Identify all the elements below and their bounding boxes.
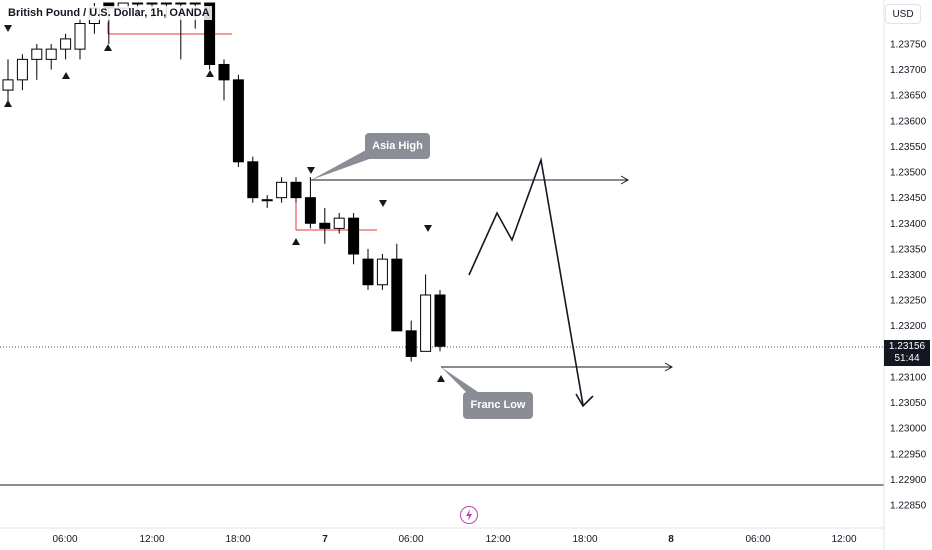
bar-countdown: 51:44 bbox=[894, 353, 920, 364]
asia-high-callout[interactable]: Asia High bbox=[365, 133, 430, 159]
candle-body bbox=[391, 258, 403, 332]
time-tick-label: 12:00 bbox=[139, 534, 164, 545]
time-tick-label: 06:00 bbox=[398, 534, 423, 545]
price-tick-label: 1.23550 bbox=[890, 142, 927, 153]
candle-body bbox=[16, 58, 28, 81]
arrow-head-icon bbox=[620, 175, 630, 185]
time-tick-label: 18:00 bbox=[225, 534, 250, 545]
time-tick-label: 06:00 bbox=[745, 534, 770, 545]
time-tick-label: 7 bbox=[322, 534, 328, 545]
swing-high-marker bbox=[4, 25, 12, 32]
time-tick-label: 12:00 bbox=[485, 534, 510, 545]
candle-body bbox=[74, 23, 86, 50]
candle-body bbox=[218, 63, 230, 81]
candle-body bbox=[175, 2, 187, 5]
candle-body bbox=[31, 48, 43, 60]
candle-series bbox=[2, 2, 446, 362]
price-tick-label: 1.23450 bbox=[890, 193, 927, 204]
price-tick-label: 1.23600 bbox=[890, 116, 927, 127]
price-tick-label: 1.23700 bbox=[890, 65, 927, 76]
callout-pointer bbox=[311, 150, 372, 180]
candle-body bbox=[60, 38, 72, 50]
price-tick-label: 1.23500 bbox=[890, 168, 927, 179]
swing-low-marker bbox=[104, 44, 112, 51]
candle-body bbox=[362, 258, 374, 286]
candle-body bbox=[261, 199, 273, 202]
swing-high-marker bbox=[307, 167, 315, 174]
candle-body bbox=[160, 2, 172, 5]
last-price-value: 1.23156 bbox=[888, 341, 926, 352]
arrow-head-icon bbox=[664, 362, 674, 372]
price-tick-label: 1.23050 bbox=[890, 398, 927, 409]
price-tick-label: 1.22850 bbox=[890, 501, 927, 512]
candle-body bbox=[304, 197, 316, 224]
candle-body bbox=[232, 79, 244, 163]
candle-body bbox=[2, 79, 14, 91]
price-tick-label: 1.22900 bbox=[890, 475, 927, 486]
price-tick-label: 1.23400 bbox=[890, 219, 927, 230]
lightning-icon[interactable] bbox=[460, 506, 478, 524]
franc-low-callout[interactable]: Franc Low bbox=[463, 392, 533, 419]
swing-low-marker bbox=[62, 72, 70, 79]
candle-body bbox=[45, 48, 57, 60]
projected-path bbox=[468, 156, 584, 406]
candle-body bbox=[405, 330, 417, 357]
swing-low-marker bbox=[292, 238, 300, 245]
price-axis[interactable]: 1.23750 1.23700 1.23650 1.23600 1.23550 1.235… bbox=[890, 40, 927, 512]
swing-markers bbox=[4, 25, 445, 382]
price-tick-label: 1.23750 bbox=[890, 40, 927, 51]
swing-low-marker bbox=[206, 70, 214, 77]
candle-body bbox=[376, 258, 388, 286]
candle-body bbox=[290, 181, 302, 199]
last-price-tag: 1.23156 51:44 bbox=[884, 340, 930, 366]
time-tick-label: 8 bbox=[668, 534, 674, 545]
price-tick-label: 1.23000 bbox=[890, 424, 927, 435]
swing-low-marker bbox=[4, 100, 12, 107]
candle-body bbox=[146, 2, 158, 5]
chart-title: British Pound / U.S. Dollar, 1h, OANDA bbox=[6, 6, 212, 20]
candle-body bbox=[348, 217, 360, 255]
price-tick-label: 1.23300 bbox=[890, 270, 927, 281]
arrow-head-icon bbox=[575, 393, 594, 408]
price-tick-label: 1.23200 bbox=[890, 321, 927, 332]
time-tick-label: 18:00 bbox=[572, 534, 597, 545]
price-tick-label: 1.23350 bbox=[890, 244, 927, 255]
candle-body bbox=[276, 181, 288, 199]
candle-body bbox=[434, 294, 446, 347]
time-axis[interactable]: 06:00 12:00 18:00 7 06:00 12:00 18:00 8 06:00 12:… bbox=[52, 534, 856, 545]
time-tick-label: 12:00 bbox=[831, 534, 856, 545]
drawing-tools bbox=[311, 150, 674, 408]
swing-high-marker bbox=[424, 225, 432, 232]
candle-body bbox=[204, 2, 216, 65]
candle-body bbox=[333, 217, 345, 229]
time-tick-label: 06:00 bbox=[52, 534, 77, 545]
currency-button[interactable]: USD bbox=[885, 4, 921, 24]
price-tick-label: 1.23650 bbox=[890, 91, 927, 102]
price-tick-label: 1.23250 bbox=[890, 296, 927, 307]
candle-body bbox=[132, 2, 144, 5]
price-tick-label: 1.23100 bbox=[890, 372, 927, 383]
swing-low-marker bbox=[437, 375, 445, 382]
candle-body bbox=[247, 161, 259, 199]
candle-body bbox=[189, 2, 201, 5]
swing-high-marker bbox=[379, 200, 387, 207]
price-tick-label: 1.22950 bbox=[890, 449, 927, 460]
callout-pointer bbox=[441, 367, 478, 396]
candle-body bbox=[319, 222, 331, 229]
candle-body bbox=[420, 294, 432, 352]
